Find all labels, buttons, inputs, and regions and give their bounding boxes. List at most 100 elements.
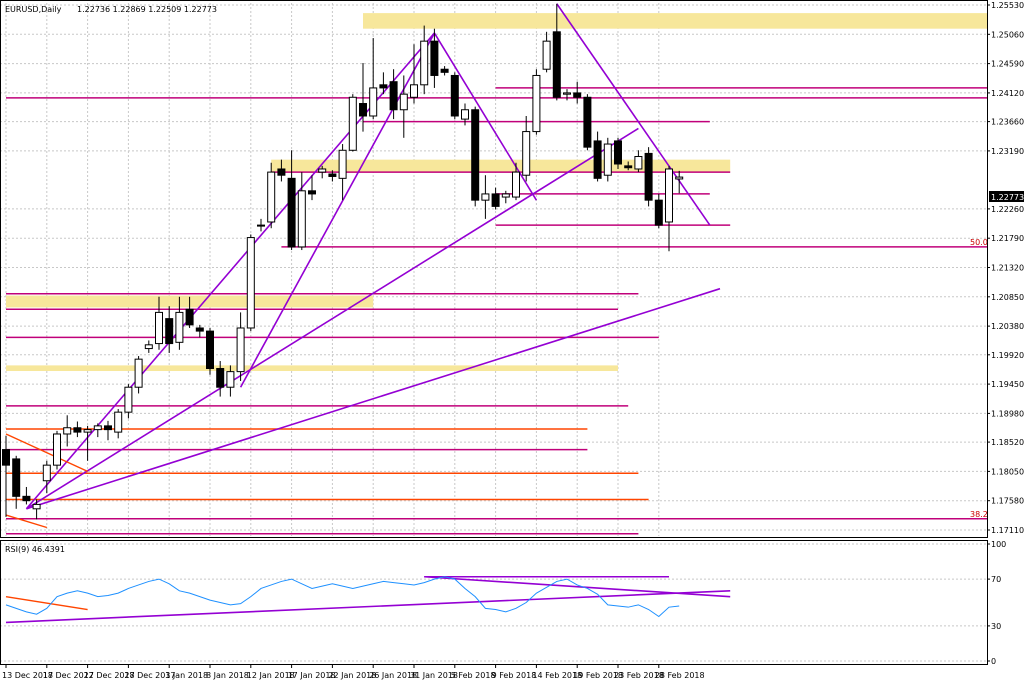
time-axis-label: 8 Jan 2018 bbox=[206, 671, 249, 680]
time-axis-label: 5 Feb 2018 bbox=[451, 671, 496, 680]
candle-body bbox=[155, 311, 163, 345]
candle-body bbox=[552, 31, 561, 98]
price-axis-label: 1.20380 bbox=[991, 322, 1024, 331]
trendline bbox=[433, 32, 538, 201]
rsi-axis: 100 70 30 0 bbox=[987, 540, 1006, 666]
candle-body bbox=[297, 190, 306, 248]
candle-body bbox=[491, 193, 500, 207]
rsi-trendline bbox=[424, 575, 731, 598]
candle-body bbox=[542, 40, 551, 70]
time-axis-label: 28 Dec 2017 bbox=[124, 671, 175, 680]
candle-body bbox=[563, 92, 571, 95]
candle-body bbox=[348, 96, 357, 151]
candle-body bbox=[420, 40, 429, 86]
rsi-orange-trendline bbox=[5, 595, 88, 611]
candle-body bbox=[104, 425, 112, 431]
time-axis-label: 18 Dec 2017 bbox=[43, 671, 94, 680]
candle-body bbox=[440, 68, 449, 73]
candle-body bbox=[267, 171, 276, 223]
candle-body bbox=[287, 177, 296, 248]
candle-body bbox=[226, 371, 235, 388]
candle-body bbox=[308, 190, 316, 195]
price-axis: 1.25530 1.25060 1.24590 1.24120 1.23660 1.231… bbox=[987, 1, 1024, 535]
price-axis-label: 1.25530 bbox=[991, 1, 1024, 10]
candle-body bbox=[93, 425, 102, 431]
candle-body bbox=[32, 503, 41, 510]
candle-body bbox=[644, 152, 653, 201]
candle-body bbox=[583, 96, 592, 148]
candle-body bbox=[450, 74, 459, 117]
rsi-axis-label: 0 bbox=[991, 657, 996, 666]
current-price-tag bbox=[989, 191, 1024, 202]
candle-body bbox=[206, 330, 214, 370]
rsi-series-line bbox=[5, 576, 680, 618]
symbol-label: EURUSD,Daily bbox=[5, 5, 62, 14]
candle-body bbox=[277, 168, 286, 176]
price-zones bbox=[6, 13, 987, 372]
candle-body bbox=[114, 411, 123, 433]
time-axis-label: 9 Feb 2018 bbox=[492, 671, 537, 680]
candle-body bbox=[73, 427, 82, 433]
time-axis-label: 13 Dec 2017 bbox=[2, 671, 53, 680]
time-axis-label: 23 Feb 2018 bbox=[614, 671, 664, 680]
horizontal-levels bbox=[6, 87, 987, 535]
rsi-line bbox=[5, 576, 680, 618]
candle-body bbox=[399, 93, 408, 111]
rsi-axis-label: 30 bbox=[991, 622, 1001, 631]
candle-body bbox=[63, 427, 72, 435]
candle-body bbox=[175, 311, 184, 343]
price-axis-label: 1.17110 bbox=[991, 526, 1024, 535]
time-axis-label: 22 Jan 2018 bbox=[328, 671, 376, 680]
candle-body bbox=[471, 109, 480, 201]
candle-body bbox=[318, 168, 327, 173]
candle-body bbox=[369, 87, 378, 117]
trendline bbox=[556, 3, 711, 226]
trendline bbox=[239, 32, 436, 388]
price-axis-label: 1.23190 bbox=[991, 147, 1024, 156]
main-pane-frame bbox=[0, 0, 988, 538]
trendline bbox=[26, 287, 721, 510]
price-axis-label: 1.18050 bbox=[991, 467, 1024, 476]
candle-body bbox=[22, 495, 31, 502]
candle-body bbox=[134, 358, 143, 388]
candle-body bbox=[124, 386, 133, 413]
candle-body bbox=[614, 140, 622, 165]
candle-body bbox=[195, 327, 204, 332]
price-axis-label: 1.25060 bbox=[991, 30, 1024, 39]
candle-body bbox=[379, 84, 388, 89]
time-axis-label: 28 Feb 2018 bbox=[655, 671, 705, 680]
candle-body bbox=[236, 327, 245, 373]
candle-body bbox=[624, 165, 633, 169]
trendlines bbox=[5, 3, 721, 529]
candle-body bbox=[654, 199, 663, 226]
candle-body bbox=[573, 92, 582, 98]
candle-body bbox=[461, 109, 469, 120]
trendline bbox=[25, 127, 639, 510]
price-axis-label: 1.22260 bbox=[991, 205, 1024, 214]
time-axis-label: 31 Jan 2018 bbox=[410, 671, 458, 680]
candle-body bbox=[257, 224, 265, 227]
price-axis-label: 1.24590 bbox=[991, 60, 1024, 69]
candle-body bbox=[603, 143, 612, 176]
candle-body bbox=[481, 193, 490, 201]
rsi-axis-label: 100 bbox=[991, 540, 1006, 549]
candle-body bbox=[328, 173, 337, 177]
candle-body bbox=[144, 344, 153, 350]
supply-demand-zone bbox=[363, 13, 987, 29]
rsi-label: RSI(9) 46.4391 bbox=[5, 545, 65, 554]
candle-body bbox=[675, 176, 684, 180]
price-axis-label: 1.23660 bbox=[991, 118, 1024, 127]
time-axis-label: 12 Jan 2018 bbox=[247, 671, 295, 680]
time-axis-label: 3 Jan 2018 bbox=[165, 671, 208, 680]
main-grid bbox=[0, 3, 987, 536]
rsi-pane-frame bbox=[0, 540, 988, 665]
candle-body bbox=[165, 318, 174, 345]
candle-body bbox=[53, 433, 61, 466]
fib-level-label: 38.2 bbox=[970, 510, 988, 519]
candle-body bbox=[532, 74, 541, 133]
price-axis-label: 1.21790 bbox=[991, 234, 1024, 243]
price-axis-label: 1.19920 bbox=[991, 351, 1024, 360]
time-axis-label: 26 Jan 2018 bbox=[369, 671, 417, 680]
